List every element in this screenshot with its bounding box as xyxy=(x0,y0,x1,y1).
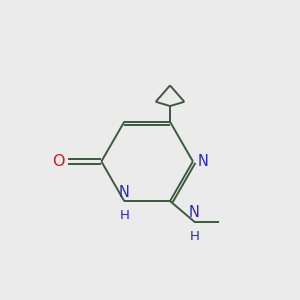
Text: N: N xyxy=(198,154,209,169)
Text: H: H xyxy=(119,209,129,222)
Text: H: H xyxy=(189,230,199,243)
Text: N: N xyxy=(119,185,130,200)
Text: O: O xyxy=(52,154,65,169)
Text: N: N xyxy=(189,205,200,220)
